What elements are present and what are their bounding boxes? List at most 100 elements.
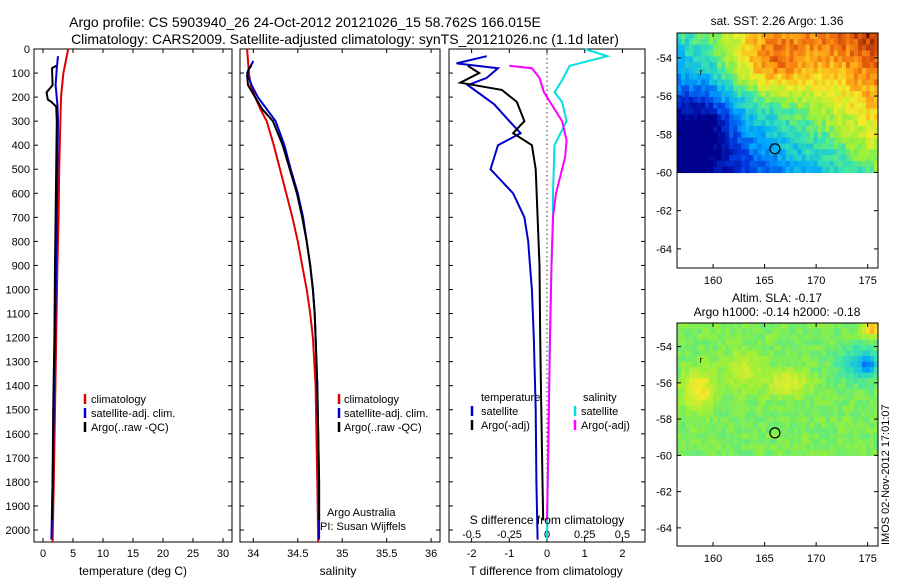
map-cell (761, 361, 767, 368)
map-cell (793, 405, 799, 412)
map-cell (829, 67, 835, 75)
map-cell (761, 125, 767, 133)
map-cell (793, 422, 799, 429)
map-cell (833, 125, 839, 133)
map-cell (709, 372, 714, 379)
map-cell (733, 125, 738, 133)
salinity-tick-label: 35 (336, 548, 348, 560)
map-cell (769, 85, 775, 92)
map-cell (729, 114, 734, 121)
map-cell (785, 155, 791, 162)
map-cell (789, 79, 795, 86)
map-cell (757, 361, 763, 368)
map-cell (793, 400, 799, 407)
map-cell (689, 339, 694, 346)
map-cell (757, 108, 763, 115)
map-cell (853, 444, 859, 451)
map-cell (857, 120, 863, 127)
map-cell (845, 108, 851, 115)
map-cell (829, 411, 835, 418)
map-cell (833, 328, 839, 335)
map-cell (817, 449, 823, 456)
map-cell (869, 367, 875, 374)
map-cell (781, 433, 787, 440)
map-cell (837, 405, 843, 412)
map-cell (709, 356, 714, 363)
map-cell (853, 143, 859, 150)
map-cell (677, 345, 682, 352)
map-cell (825, 356, 831, 363)
map-cell (689, 143, 694, 150)
map-cell (801, 411, 807, 418)
map-cell (733, 334, 738, 341)
map-cell (741, 422, 746, 429)
map-cell (689, 361, 694, 368)
map-cell (857, 166, 863, 174)
map-cell (845, 125, 851, 133)
sst-map-panel: sat. SST: 2.26 Argo: 1.36 160 165 170 175-5… (656, 14, 879, 287)
map-cell (721, 91, 726, 98)
map-cell (757, 367, 763, 374)
map-cell (809, 56, 815, 63)
map-cell (865, 389, 871, 396)
map-cell (713, 405, 718, 412)
map-cell (737, 383, 742, 390)
map-cell (857, 160, 863, 168)
map-cell (693, 361, 698, 368)
map-cell (789, 400, 795, 407)
map-cell (865, 166, 871, 174)
map-cell (845, 427, 851, 434)
map-cell (869, 394, 875, 401)
map-cell (793, 367, 799, 374)
map-cell (805, 328, 811, 335)
map-cell (701, 372, 706, 379)
map-cell (753, 356, 758, 363)
map-cell (717, 372, 722, 379)
map-cell (841, 67, 847, 75)
map-cell (869, 73, 875, 81)
map-cell (689, 416, 694, 423)
map-cell (821, 79, 827, 86)
map-cell (781, 62, 787, 69)
map-cell (845, 38, 851, 46)
map-cell (697, 378, 702, 385)
map-cell (785, 449, 791, 456)
depth-tick-label: 1300 (6, 357, 30, 369)
map-cell (745, 67, 750, 75)
map-cell (797, 389, 803, 396)
map-cell (853, 160, 859, 168)
map-cell (717, 96, 722, 104)
map-cell (693, 114, 698, 121)
map-cell (753, 125, 758, 133)
map-cell (689, 50, 694, 57)
map-cell (733, 449, 738, 456)
map-cell (781, 383, 787, 390)
map-cell (753, 350, 758, 357)
map-cell (829, 155, 835, 162)
map-cell (689, 73, 694, 81)
figure-title-line1: Argo profile: CS 5903940_26 24-Oct-2012 … (69, 14, 541, 30)
map-cell (713, 361, 718, 368)
map-cell (697, 91, 702, 98)
map-cell (725, 339, 730, 346)
map-cell (761, 400, 767, 407)
map-cell (745, 166, 750, 174)
map-cell (829, 137, 835, 145)
map-cell (689, 345, 694, 352)
map-cell (821, 125, 827, 133)
map-cell (717, 405, 722, 412)
longitude-tick-label: 170 (807, 553, 825, 565)
map-cell (841, 91, 847, 98)
map-cell (841, 323, 847, 330)
map-cell (745, 125, 750, 133)
map-cell (745, 438, 750, 445)
map-cell (773, 411, 779, 418)
map-cell (693, 383, 698, 390)
map-cell (717, 356, 722, 363)
map-cell (761, 79, 767, 86)
map-cell (781, 149, 787, 156)
map-cell (789, 394, 795, 401)
map-cell (757, 378, 763, 385)
map-cell (825, 433, 831, 440)
map-cell (729, 56, 734, 63)
